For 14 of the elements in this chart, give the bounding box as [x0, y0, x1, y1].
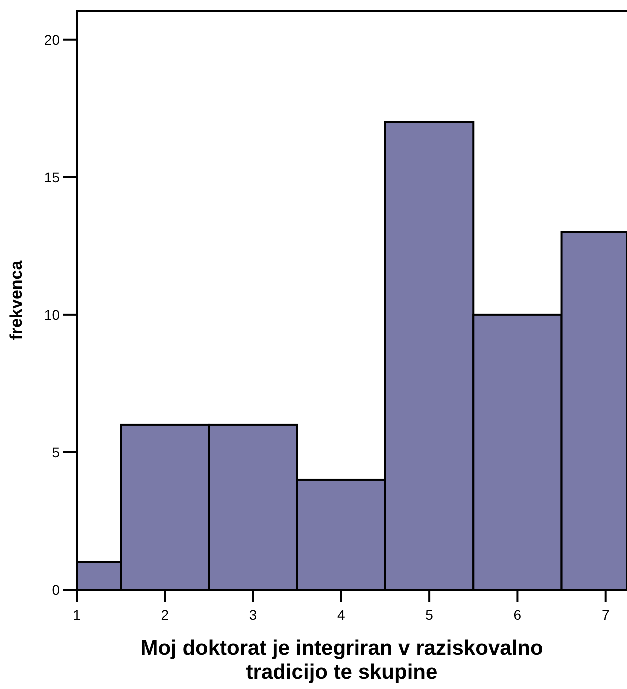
- y-axis-title: frekvenca: [7, 260, 26, 340]
- x-tick-label: 2: [161, 607, 170, 623]
- y-tick-label: 5: [52, 444, 60, 460]
- x-tick-label: 4: [338, 607, 346, 623]
- y-tick-label: 10: [44, 306, 60, 323]
- x-tick-label: 1: [73, 607, 82, 623]
- x-tick-label: 6: [514, 607, 522, 623]
- x-tick-label: 3: [249, 607, 258, 623]
- x-axis-title: Moj doktorat je integriran v raziskovalno tradicijo te skupine: [140, 637, 544, 684]
- y-tick-label: 15: [44, 169, 60, 186]
- x-tick-label: 5: [426, 607, 434, 623]
- x-tick-label: 7: [602, 607, 610, 623]
- y-tick-label: 0: [52, 582, 60, 598]
- y-tick-label: 20: [44, 32, 60, 48]
